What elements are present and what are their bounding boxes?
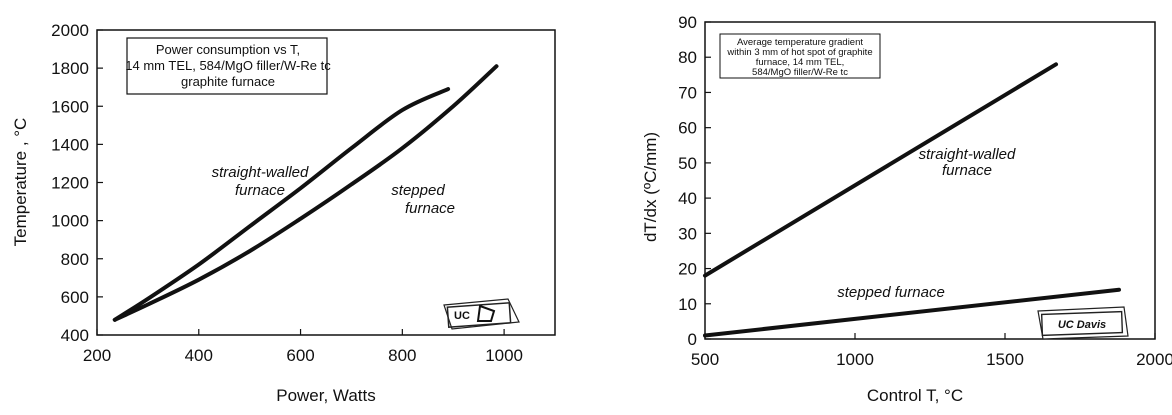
right-legend-line-1: Average temperature gradient <box>737 37 863 48</box>
right-y-tick-label: 90 <box>678 13 697 32</box>
left-legend-box <box>126 37 328 95</box>
right-chart: 0 10 20 30 40 50 60 70 80 90 500 1000 1500 2000 Cont… <box>641 13 1172 405</box>
right-annotation-stepped: stepped furnace <box>837 284 945 301</box>
left-legend-line-3: graphite furnace <box>181 74 275 89</box>
left-y-tick-label: 1000 <box>51 212 89 231</box>
right-x-tick-label: 1500 <box>986 350 1024 369</box>
left-x-tick-label: 800 <box>388 346 416 365</box>
left-annotation-stepped-2: furnace <box>405 200 455 217</box>
right-x-axis-label: Control T, °C <box>867 386 963 405</box>
uc-davis-logo-outline <box>1037 306 1129 340</box>
left-y-tick-label: 600 <box>61 288 89 307</box>
uc-logo: UC <box>443 298 520 330</box>
right-legend-line-2: within 3 mm of hot spot of graphite <box>726 47 872 58</box>
right-x-tick-label: 500 <box>691 350 719 369</box>
left-x-tick-label: 400 <box>185 346 213 365</box>
left-legend-line-1: Power consumption vs T, <box>156 42 300 57</box>
right-annotation-straight-1: straight-walled <box>919 146 1016 163</box>
left-y-tick-label: 1800 <box>51 59 89 78</box>
right-y-axis-label: dT/dx (ºC/mm) <box>641 132 660 242</box>
left-y-tick-label: 800 <box>61 250 89 269</box>
left-y-tick-label: 400 <box>61 326 89 345</box>
left-legend-line-2: 14 mm TEL, 584/MgO filler/W-Re tc <box>125 58 331 73</box>
right-x-tick-label: 1000 <box>836 350 874 369</box>
right-y-tick-label: 30 <box>678 224 697 243</box>
right-y-tick-label: 60 <box>678 119 697 138</box>
left-y-tick-label: 1200 <box>51 174 89 193</box>
left-x-ticks: 200 400 600 800 1000 <box>83 329 523 365</box>
left-series-lines <box>112 64 499 322</box>
uc-logo-frame <box>446 302 512 328</box>
right-legend-line-4: 584/MgO filler/W-Re tc <box>752 67 848 78</box>
left-x-axis-label: Power, Watts <box>276 386 376 405</box>
right-series-stepped-line <box>703 287 1121 338</box>
uc-davis-logo-text: UC Davis <box>1058 319 1106 331</box>
left-series-stepped-line <box>112 64 499 322</box>
right-y-tick-label: 20 <box>678 260 697 279</box>
left-annotation-straight-1: straight-walled <box>212 164 309 181</box>
right-legend-box <box>719 33 881 79</box>
right-x-tick-label: 2000 <box>1136 350 1172 369</box>
left-x-tick-label: 1000 <box>485 346 523 365</box>
uc-davis-logo: UC Davis <box>1037 306 1129 340</box>
left-y-tick-label: 1400 <box>51 135 89 154</box>
uc-logo-text: UC <box>454 310 470 322</box>
left-x-tick-label: 200 <box>83 346 111 365</box>
right-y-tick-label: 40 <box>678 189 697 208</box>
left-annotation-straight-2: furnace <box>235 182 285 199</box>
right-plot-frame <box>704 21 1156 340</box>
right-y-tick-label: 80 <box>678 48 697 67</box>
left-annotation-stepped-1: stepped <box>391 182 445 199</box>
right-x-ticks: 500 1000 1500 2000 <box>691 333 1172 369</box>
right-y-tick-label: 50 <box>678 154 697 173</box>
right-annotation-straight-2: furnace <box>942 162 992 179</box>
right-y-tick-label: 0 <box>688 330 697 349</box>
uc-davis-logo-frame <box>1040 310 1124 337</box>
left-y-axis-label: Temperature , °C <box>11 118 30 247</box>
left-series-straight-walled-line <box>112 87 451 322</box>
right-legend-line-3: furnace, 14 mm TEL, <box>756 57 845 68</box>
left-x-tick-label: 600 <box>286 346 314 365</box>
left-y-ticks: 400 600 800 1000 1200 1400 1600 1800 2000 <box>51 21 103 345</box>
right-y-ticks: 0 10 20 30 40 50 60 70 80 90 <box>678 13 711 349</box>
left-y-tick-label: 1600 <box>51 97 89 116</box>
uc-logo-mark <box>476 304 496 322</box>
right-series-straight-walled-line <box>703 62 1058 278</box>
left-y-tick-label: 2000 <box>51 21 89 40</box>
right-y-tick-label: 10 <box>678 295 697 314</box>
right-series-lines <box>703 62 1121 338</box>
right-y-tick-label: 70 <box>678 83 697 102</box>
